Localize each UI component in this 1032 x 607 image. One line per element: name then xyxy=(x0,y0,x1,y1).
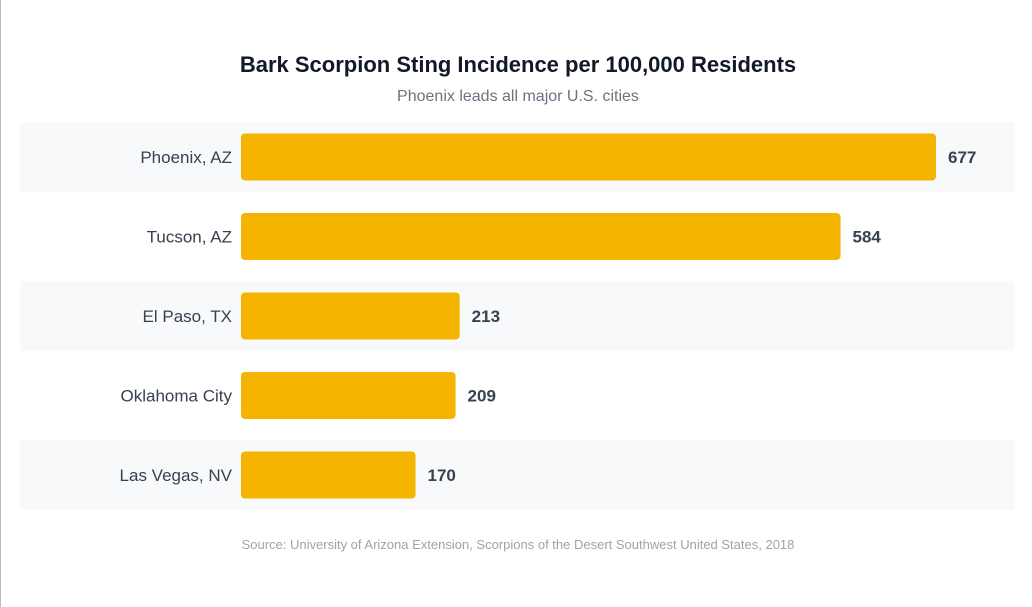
left-border xyxy=(0,0,1,607)
value-label: 170 xyxy=(428,466,456,485)
category-label: Phoenix, AZ xyxy=(140,148,232,167)
chart-source: Source: University of Arizona Extension,… xyxy=(241,537,795,552)
value-label: 584 xyxy=(853,228,882,247)
row-band xyxy=(20,281,1015,351)
value-label: 209 xyxy=(468,387,496,406)
bar xyxy=(241,372,456,419)
category-label: Oklahoma City xyxy=(121,387,233,406)
value-label: 677 xyxy=(948,148,976,167)
bar xyxy=(241,451,416,499)
category-label: Las Vegas, NV xyxy=(120,466,233,485)
value-label: 213 xyxy=(472,307,500,326)
chart-subtitle: Phoenix leads all major U.S. cities xyxy=(397,88,639,105)
bar xyxy=(241,133,936,181)
bar xyxy=(241,292,460,340)
category-label: El Paso, TX xyxy=(143,307,232,326)
row-band xyxy=(20,440,1015,510)
chart-title: Bark Scorpion Sting Incidence per 100,00… xyxy=(239,52,797,77)
category-label: Tucson, AZ xyxy=(147,228,232,247)
bar xyxy=(241,213,841,260)
